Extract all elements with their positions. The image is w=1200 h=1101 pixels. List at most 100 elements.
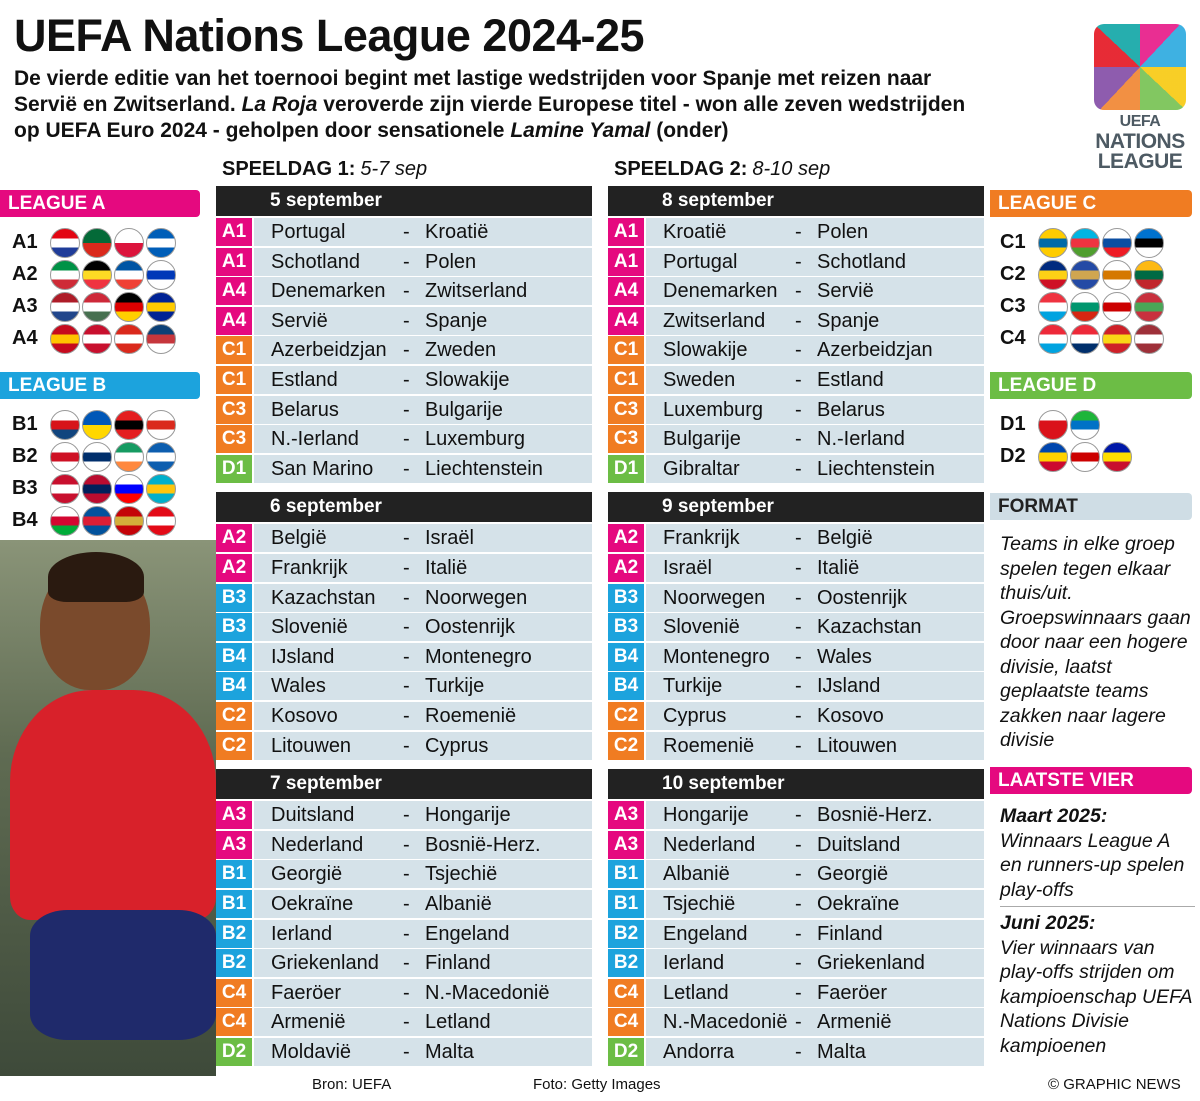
flag — [1134, 324, 1164, 354]
separator: - — [795, 557, 802, 579]
away-team: Schotland — [817, 250, 906, 273]
match-row — [646, 524, 984, 553]
away-team: Letland — [425, 1011, 491, 1034]
separator: - — [795, 369, 802, 391]
separator: - — [403, 1011, 410, 1034]
home-team: Kroatië — [663, 221, 727, 243]
home-team: San Marino — [271, 457, 374, 480]
flag — [146, 260, 176, 290]
match-row — [254, 336, 592, 365]
home-team: Noorwegen — [663, 586, 766, 609]
group-label: C4 — [1000, 327, 1026, 349]
separator: - — [795, 616, 802, 639]
match-row — [646, 801, 984, 830]
home-team: Servië — [271, 309, 328, 332]
flag — [82, 474, 112, 504]
group-label: A3 — [12, 295, 38, 317]
flag — [82, 228, 112, 258]
away-team: Israël — [425, 527, 474, 550]
flag — [114, 292, 144, 322]
away-team: Cyprus — [425, 734, 489, 757]
league-badge: B4 — [608, 642, 644, 671]
separator: - — [403, 705, 410, 727]
away-team: Oostenrijk — [817, 586, 908, 609]
match-row — [254, 949, 592, 978]
match-row — [646, 1008, 984, 1037]
match-row — [646, 366, 984, 394]
group-label: D1 — [1000, 413, 1026, 435]
flag — [114, 474, 144, 504]
league-badge: C2 — [608, 702, 644, 730]
separator: - — [403, 833, 410, 856]
home-team: Albanië — [663, 863, 730, 886]
home-team: Luxemburg — [663, 398, 764, 421]
home-team: N.-Macedonië — [663, 1011, 788, 1034]
flag — [82, 442, 112, 472]
away-team: Italië — [817, 557, 860, 579]
separator: - — [403, 893, 410, 915]
flag — [146, 324, 176, 354]
flag — [114, 260, 144, 290]
logo: UEFA NATIONS LEAGUE — [1088, 24, 1192, 174]
separator: - — [403, 1041, 410, 1063]
league-badge: C4 — [608, 1008, 644, 1037]
flag — [1070, 442, 1100, 472]
league-badge: A1 — [216, 247, 252, 276]
match-row — [254, 395, 592, 424]
home-team: Bulgarije — [663, 428, 741, 451]
home-team: Gibraltar — [663, 457, 740, 480]
group-label: B3 — [12, 477, 38, 499]
final-four-text: Vier winnaars van play-offs strijden om … — [1000, 936, 1192, 1057]
flag — [1102, 228, 1132, 258]
speeldag-dates: 5-7 sep — [360, 158, 428, 180]
final-four-box: Maart 2025: Winnaars League A en runners-… — [1000, 804, 1195, 1066]
away-team: Montenegro — [425, 645, 532, 668]
flag — [82, 410, 112, 440]
separator: - — [795, 527, 802, 550]
home-team: Andorra — [663, 1041, 735, 1063]
match-row — [254, 919, 592, 948]
league-badge: C3 — [608, 395, 644, 424]
final-four-heading: Juni 2025: — [1000, 912, 1096, 934]
home-team: Turkije — [663, 675, 723, 698]
final-four-heading: Maart 2025: — [1000, 805, 1108, 827]
home-team: Slowakije — [663, 339, 748, 362]
group-label: C1 — [1000, 231, 1026, 253]
flag — [50, 442, 80, 472]
separator: - — [403, 586, 410, 609]
league-badge: A1 — [608, 247, 644, 276]
away-team: Griekenland — [817, 952, 925, 975]
league-badge: C1 — [216, 366, 252, 394]
separator: - — [403, 675, 410, 698]
separator: - — [403, 457, 410, 480]
home-team: Denemarken — [663, 280, 778, 303]
separator: - — [403, 645, 410, 668]
group-label: A2 — [12, 263, 38, 285]
away-team: Finland — [817, 922, 883, 945]
match-row — [646, 583, 984, 612]
league-badge: C2 — [216, 702, 252, 730]
away-team: Spanje — [425, 309, 488, 332]
flag — [114, 410, 144, 440]
match-row — [646, 306, 984, 335]
group-label: C2 — [1000, 263, 1026, 285]
flag — [146, 474, 176, 504]
away-team: Italië — [425, 557, 468, 579]
photo-shirt — [10, 690, 216, 920]
flag — [1134, 292, 1164, 322]
away-team: Bosnië-Herz. — [817, 804, 933, 827]
logo-pattern — [1094, 24, 1186, 110]
league-badge: B2 — [216, 919, 252, 948]
separator: - — [795, 734, 802, 757]
league-badge: A4 — [216, 277, 252, 306]
league-badge: B4 — [608, 672, 644, 701]
away-team: Estland — [817, 369, 884, 391]
separator: - — [795, 675, 802, 698]
flag — [1070, 228, 1100, 258]
away-team: Luxemburg — [425, 428, 526, 451]
league-badge: C3 — [608, 425, 644, 454]
format-text: Teams in elke groep spelen tegen elkaar … — [1000, 533, 1191, 751]
league-badge: B3 — [216, 613, 252, 642]
separator: - — [795, 1011, 802, 1034]
match-row — [254, 366, 592, 394]
